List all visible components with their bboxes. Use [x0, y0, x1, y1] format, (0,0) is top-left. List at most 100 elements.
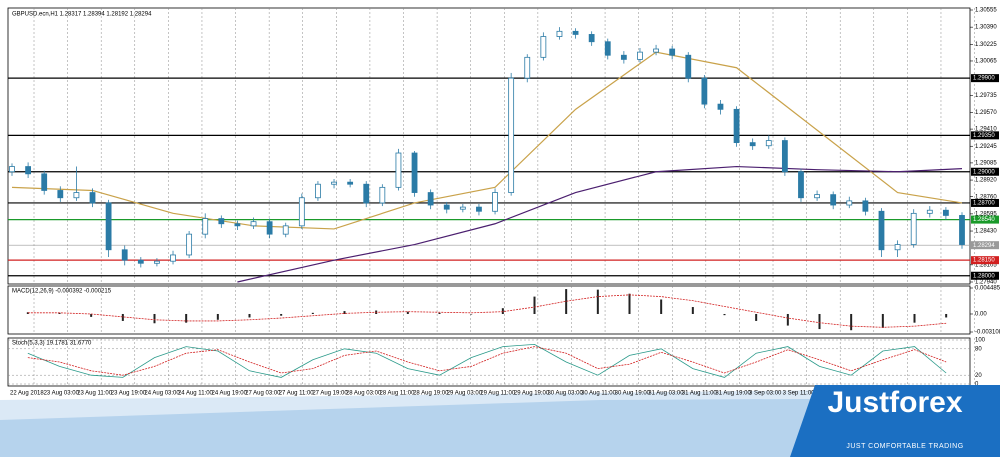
candle-body: [379, 186, 386, 204]
macd-bar: [470, 313, 473, 315]
macd-bar: [406, 311, 409, 314]
candle-body: [508, 77, 515, 193]
candle-body: [234, 223, 241, 227]
x-tick-label: 28 Aug 03:00: [346, 391, 382, 397]
level-label: 1.28700: [973, 201, 995, 207]
y-tick-label: 1.30390: [975, 25, 997, 31]
candle-body: [798, 171, 804, 199]
macd-bar: [280, 313, 283, 316]
brand-panel: [790, 385, 1000, 457]
candle-body: [669, 48, 676, 56]
macd-bar: [501, 308, 504, 314]
candle-body: [298, 197, 305, 227]
stoch-line: [27, 343, 947, 378]
x-tick-label: 31 Aug 03:00: [648, 391, 684, 397]
candle-body: [411, 152, 418, 193]
level-box: [971, 198, 999, 207]
macd-bar: [58, 312, 61, 314]
candle-body: [846, 200, 853, 206]
x-tick-label: 27 Aug 11:00: [279, 391, 315, 397]
x-tick-label: 29 Aug 11:00: [480, 391, 516, 397]
level-label: 1.29350: [973, 133, 995, 139]
x-tick-label: 24 Aug 19:00: [212, 391, 248, 397]
y-tick-label: 1.29085: [975, 160, 997, 166]
macd-bar: [660, 299, 663, 314]
y-tick-label: 1.29570: [975, 110, 997, 116]
level-label: 1.28000: [973, 273, 995, 279]
level-box: [971, 256, 999, 265]
x-tick-label: 28 Aug 11:00: [380, 391, 416, 397]
x-tick-label: 29 Aug 03:00: [447, 391, 483, 397]
y-tick-label: 1.28760: [975, 194, 997, 200]
candle-body: [894, 244, 901, 251]
macd-bar: [691, 307, 694, 314]
y-tick-label: 1.28920: [975, 178, 997, 184]
candle-body: [89, 192, 96, 204]
candle-body: [250, 221, 257, 227]
y-tick-label: 0.004485: [975, 286, 1000, 292]
y-tick-label: 20: [975, 373, 982, 379]
candle-body: [701, 77, 708, 105]
candle-body: [878, 210, 885, 251]
candle-body: [572, 30, 579, 35]
macd-bar: [850, 313, 853, 331]
candle-body: [942, 209, 949, 216]
chart-title: GBPUSD.ecn,H1 1.28317 1.28394 1.28192 1.…: [12, 12, 152, 18]
level-box: [971, 74, 999, 83]
macd-bar: [881, 313, 884, 328]
candle-body: [154, 260, 160, 264]
candle-body: [492, 192, 498, 212]
candle-body: [910, 212, 917, 245]
x-tick-label: 3 Sep 03:00: [749, 391, 782, 397]
macd-bar: [945, 313, 948, 318]
macd-bar: [185, 313, 188, 323]
level-box: [971, 167, 999, 176]
candle-body: [121, 249, 128, 261]
level-label: 1.28294: [973, 243, 995, 249]
macd-bar: [533, 296, 536, 314]
y-tick-label: 1.29410: [975, 127, 997, 133]
y-tick-label: 1.29245: [975, 144, 997, 150]
candle-body: [331, 181, 337, 185]
candle-body: [685, 54, 692, 79]
macd-bar: [153, 313, 156, 324]
brand-tagline: JUST COMFORTABLE TRADING: [846, 443, 963, 450]
macd-bar: [438, 312, 441, 314]
y-tick-label: 1.29735: [975, 93, 997, 99]
candle-body: [733, 108, 740, 144]
macd-bar: [343, 311, 346, 314]
y-tick-label: 1.27940: [975, 280, 997, 286]
candle-body: [717, 103, 724, 110]
macd-bar: [755, 313, 758, 321]
macd-bar: [90, 313, 93, 317]
x-tick-label: 27 Aug 19:00: [312, 391, 348, 397]
level-box: [971, 215, 999, 224]
macd-bar: [913, 313, 916, 323]
y-tick-label: 80: [975, 346, 982, 352]
candle-body: [73, 192, 80, 199]
candle-body: [556, 30, 563, 37]
candle-body: [862, 200, 869, 212]
candle-body: [395, 152, 402, 188]
x-tick-label: 30 Aug 11:00: [581, 391, 617, 397]
candle-body: [170, 254, 176, 262]
moving-average: [237, 165, 963, 283]
macd-panel: [7, 285, 971, 335]
stoch-line: [27, 346, 947, 376]
x-tick-label: 3 Sep 11:00: [783, 391, 816, 397]
x-tick-label: 23 Aug 03:00: [44, 391, 80, 397]
x-tick-label: 30 Aug 03:00: [547, 391, 583, 397]
x-tick-label: 31 Aug 11:00: [682, 391, 718, 397]
candle-body: [540, 36, 547, 58]
candle-body: [781, 140, 788, 173]
candle-body: [588, 34, 595, 43]
x-tick-label: 31 Aug 19:00: [715, 391, 751, 397]
candle-body: [620, 54, 627, 60]
candle-body: [347, 181, 354, 185]
macd-bar: [628, 293, 631, 314]
candle-body: [459, 206, 466, 210]
candle-body: [604, 41, 611, 56]
candle-body: [749, 142, 756, 147]
y-tick-label: 1.30065: [975, 59, 997, 65]
